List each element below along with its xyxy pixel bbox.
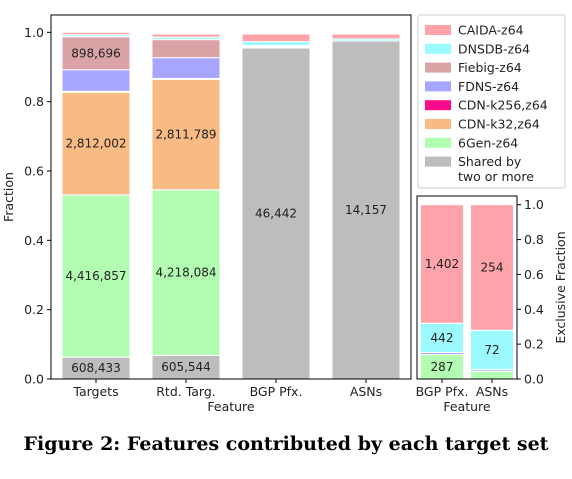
legend: CAIDA-z64 DNSDB-z64 Fiebig-z64 FDNS-z64 CDN-… [417, 14, 566, 189]
legend-label: DNSDB-z64 [458, 41, 530, 56]
data-label: 4,416,857 [65, 269, 126, 283]
plot-frame [416, 195, 518, 380]
bar-segment [61, 36, 131, 71]
x-tick-label: BGP Pfx. [416, 384, 469, 399]
x-axis-label: Feature [207, 399, 255, 414]
data-label: 4,218,084 [155, 266, 216, 280]
bar-segment [61, 194, 131, 358]
bar-segment [241, 33, 311, 43]
legend-label: CAIDA-z64 [458, 23, 524, 38]
data-label: 605,544 [161, 360, 211, 374]
legend-label: 6Gen-z64 [458, 135, 518, 150]
y-tick-label: 0.4 [524, 302, 544, 317]
y-tick-label: 0.6 [24, 164, 44, 179]
legend-swatch [425, 62, 451, 73]
y-tick-label: 0.6 [524, 267, 544, 282]
y-tick-label: 0.0 [524, 372, 544, 387]
exclusive-chart: 287 442 1,402 BGP Pfx. 72 254 ASNs 0.0 0.2 0.4 0.6… [416, 195, 568, 414]
data-label: 1,402 [425, 257, 459, 271]
legend-label: Shared by two or more [458, 154, 534, 184]
bar-segment [151, 39, 221, 59]
data-label: 46,442 [255, 206, 297, 220]
y-tick-label: 0.0 [24, 372, 44, 387]
bar-segment [420, 204, 464, 324]
data-label: 898,696 [71, 46, 121, 60]
legend-swatch [425, 100, 451, 111]
legend-label: CDN-k32,z64 [458, 117, 540, 132]
x-tick-label: Targets [72, 384, 118, 399]
legend-swatch [425, 43, 451, 54]
legend-swatch [425, 156, 451, 167]
bar-segment [61, 31, 131, 36]
bar-segment [241, 41, 311, 47]
y-tick-label: 0.8 [24, 94, 44, 109]
data-label: 72 [484, 343, 499, 357]
y-axis-label: Fraction [1, 172, 16, 222]
x-tick-label: ASNs [350, 384, 382, 399]
bar-segment [151, 78, 221, 191]
x-tick-label: Rtd. Targ. [156, 384, 216, 399]
main-chart: 608,433 4,416,857 2,812,002 898,696 Targets 6… [1, 14, 412, 414]
legend-frame [417, 14, 566, 189]
bar-segment [470, 204, 514, 331]
y-axis-label: Exclusive Fraction [553, 231, 568, 343]
y-tick-label: 0.2 [524, 337, 544, 352]
y-tick-label: 0.2 [24, 302, 44, 317]
bar-segment [241, 47, 311, 380]
bar-segment [151, 57, 221, 79]
legend-swatch [425, 25, 451, 35]
bar-segment [151, 189, 221, 356]
x-tick-label: BGP Pfx. [250, 384, 303, 399]
data-label: 442 [431, 331, 454, 345]
legend-swatch [425, 81, 451, 92]
bar-segment [470, 370, 514, 380]
bar-segment [151, 33, 221, 38]
bar-segment [470, 329, 514, 370]
legend-swatch [425, 119, 451, 129]
bar-segment [61, 69, 131, 92]
y-tick-label: 1.0 [524, 197, 544, 212]
legend-label: FDNS-z64 [458, 79, 519, 94]
legend-swatch [425, 137, 451, 148]
legend-label: Fiebig-z64 [458, 60, 522, 75]
x-axis-label: Feature [443, 399, 491, 414]
data-label: 287 [431, 360, 454, 374]
data-label: 14,157 [345, 203, 387, 217]
plot-frame [50, 14, 412, 380]
figure-caption: Figure 2: Features contributed by each t… [23, 433, 549, 455]
data-label: 254 [481, 260, 504, 274]
data-label: 2,812,002 [65, 137, 126, 151]
y-tick-label: 1.0 [24, 25, 44, 40]
bar-segment [420, 322, 464, 354]
legend-label: CDN-k256,z64 [458, 98, 548, 113]
y-tick-label: 0.4 [24, 233, 44, 248]
data-label: 2,811,789 [155, 128, 216, 142]
bar-segment [331, 33, 401, 40]
x-tick-label: ASNs [476, 384, 508, 399]
y-tick-label: 0.8 [524, 232, 544, 247]
data-label: 608,433 [71, 361, 121, 375]
